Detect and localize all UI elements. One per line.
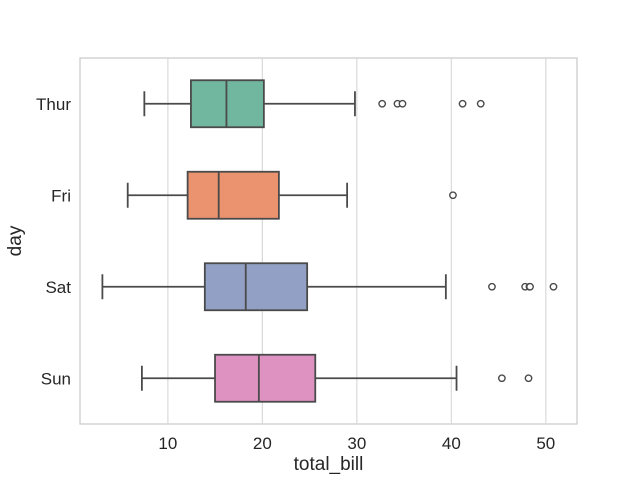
y-axis-label: day (5, 225, 26, 256)
x-tick-label: 10 (158, 434, 177, 453)
outlier-sat (488, 282, 496, 291)
box-layer (101, 79, 558, 403)
grid-layer (79, 57, 578, 425)
axis-layer: 10 20 30 40 50 Thur Fri Sat Sun (36, 95, 555, 453)
y-tick-label-sun: Sun (41, 369, 71, 388)
x-tick-label: 30 (347, 434, 366, 453)
y-tick-label-thur: Thur (36, 95, 71, 114)
box-fri (186, 170, 280, 220)
x-tick-label: 50 (536, 434, 555, 453)
outlier-thur (458, 99, 467, 108)
plot-area (79, 57, 578, 425)
x-tick-label: 20 (253, 434, 272, 453)
outlier-thur (476, 99, 485, 108)
y-tick-label-fri: Fri (51, 186, 71, 205)
y-tick-label-sat: Sat (45, 278, 71, 297)
box-sat (203, 262, 309, 312)
outlier-thur (398, 99, 407, 108)
box-thur (190, 79, 265, 129)
outlier-sun (524, 374, 533, 383)
outlier-sun (497, 374, 506, 383)
box-sun (214, 353, 317, 403)
outlier-sat (526, 282, 534, 291)
x-axis-label: total_bill (294, 454, 364, 475)
outlier-fri (449, 191, 457, 200)
x-tick-label: 40 (442, 434, 461, 453)
outlier-sat (549, 282, 558, 291)
outlier-thur (378, 99, 387, 108)
